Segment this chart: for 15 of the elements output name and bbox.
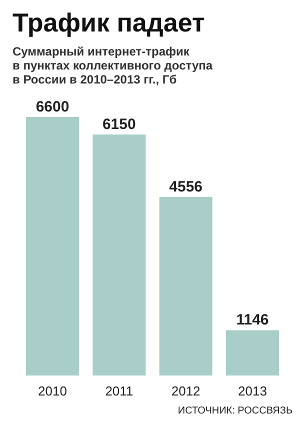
- chart-title: Трафик падает: [12, 8, 205, 38]
- data-label: 6150: [102, 116, 136, 134]
- x-tick-label: 2013: [238, 384, 267, 398]
- x-tick-label: 2011: [105, 384, 134, 398]
- bar: [92, 134, 146, 376]
- text: ИСТОЧНИК: РОССВЯЗЬ: [178, 406, 293, 416]
- chart-subtitle: Суммарный интернет-трафик в пунктах коллективного доступа в России в 2010–2013 гг., Гб: [12, 44, 213, 86]
- x-tick-label: 2012: [171, 384, 200, 398]
- data-label: 1146: [236, 312, 269, 329]
- data-label: 6600: [36, 98, 70, 116]
- bar: [159, 196, 212, 376]
- bar: [226, 330, 279, 376]
- bar: [26, 116, 79, 376]
- x-tick-label: 2010: [38, 384, 67, 398]
- data-label: 4556: [169, 178, 203, 196]
